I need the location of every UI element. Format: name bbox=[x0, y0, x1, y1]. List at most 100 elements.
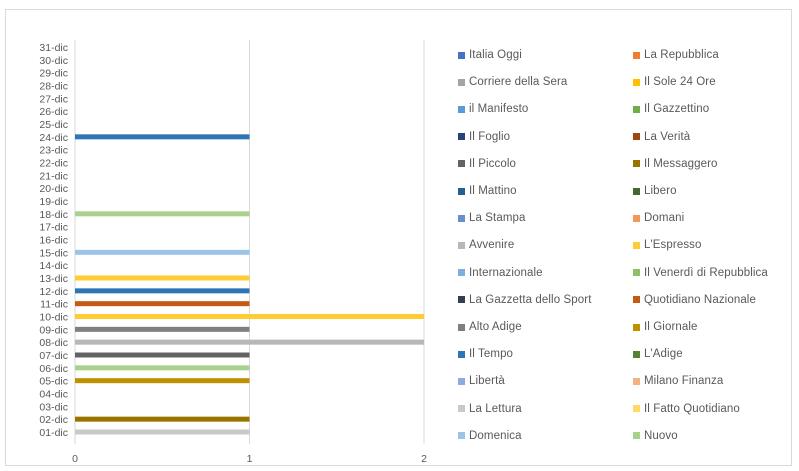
y-tick-label: 06-dic bbox=[39, 363, 68, 375]
bar-29-5 bbox=[75, 365, 250, 371]
legend-item: Il Tempo bbox=[458, 347, 513, 361]
y-tick-label: 10-dic bbox=[39, 312, 68, 324]
legend-item: Nuovo bbox=[633, 429, 678, 443]
y-tick-label: 19-dic bbox=[39, 196, 68, 208]
legend-swatch bbox=[633, 269, 640, 277]
legend-item: Libertà bbox=[458, 374, 505, 388]
legend-swatch bbox=[633, 187, 640, 195]
x-tick-label: 1 bbox=[247, 453, 253, 465]
legend-label: La Gazzetta dello Sport bbox=[469, 293, 592, 306]
legend-item: La Verità bbox=[633, 130, 690, 144]
legend-item: Il Fatto Quotidiano bbox=[633, 402, 740, 416]
legend-swatch bbox=[458, 269, 465, 277]
legend-item: Il Foglio bbox=[458, 130, 510, 144]
legend-label: L'Adige bbox=[644, 348, 683, 361]
bar-8-6 bbox=[75, 352, 250, 358]
legend-swatch bbox=[633, 133, 640, 141]
y-tick-label: 05-dic bbox=[39, 376, 68, 388]
y-tick-label: 02-dic bbox=[39, 414, 68, 426]
legend-item: Il Venerdì di Repubblica bbox=[633, 266, 768, 280]
legend-swatch bbox=[633, 160, 640, 168]
legend-label: La Lettura bbox=[469, 402, 522, 415]
legend-label: Domani bbox=[644, 212, 685, 225]
legend-label: Il Sole 24 Ore bbox=[644, 76, 716, 89]
y-tick-label: 21-dic bbox=[39, 170, 68, 182]
legend-swatch bbox=[458, 350, 465, 358]
legend-label: La Verità bbox=[644, 130, 691, 143]
legend-item: Il Sole 24 Ore bbox=[633, 75, 716, 89]
legend-swatch bbox=[458, 187, 465, 195]
legend-item: Quotidiano Nazionale bbox=[633, 293, 756, 307]
legend-item: Domani bbox=[633, 211, 684, 225]
legend-label: Corriere della Sera bbox=[469, 76, 568, 89]
legend-swatch bbox=[633, 432, 640, 440]
legend-label: Alto Adige bbox=[469, 321, 522, 333]
y-tick-label: 12-dic bbox=[39, 286, 68, 298]
y-tick-label: 14-dic bbox=[39, 260, 68, 272]
y-tick-label: 25-dic bbox=[39, 119, 68, 131]
y-tick-label: 17-dic bbox=[39, 222, 68, 234]
legend-label: Il Fatto Quotidiano bbox=[644, 402, 740, 415]
bar-22-11 bbox=[75, 288, 250, 294]
legend-swatch bbox=[458, 105, 465, 113]
bar-15-9 bbox=[75, 314, 424, 319]
y-tick-label: 23-dic bbox=[39, 145, 68, 157]
y-tick-label: 24-dic bbox=[39, 132, 68, 144]
bar-21-4 bbox=[75, 378, 250, 384]
legend-swatch bbox=[633, 241, 640, 249]
bar-15-12 bbox=[75, 275, 250, 281]
legend-swatch bbox=[458, 432, 465, 440]
legend-label: Il Foglio bbox=[469, 130, 511, 143]
legend-label: Libero bbox=[644, 185, 677, 197]
legend-label: Quotidiano Nazionale bbox=[644, 293, 756, 306]
bar-9-1 bbox=[75, 416, 250, 422]
legend-swatch bbox=[633, 350, 640, 358]
y-tick-label: 28-dic bbox=[39, 81, 68, 93]
legend-item: Il Gazzettino bbox=[633, 102, 709, 116]
legend-item: Il Messaggero bbox=[633, 157, 718, 171]
y-tick-label: 22-dic bbox=[39, 158, 68, 170]
legend-item: Il Piccolo bbox=[458, 157, 516, 171]
legend-item: Avvenire bbox=[458, 238, 514, 252]
legend-item: L'Adige bbox=[633, 347, 683, 361]
y-tick-label: 04-dic bbox=[39, 389, 68, 401]
bar-29-17 bbox=[75, 211, 250, 217]
y-tick-label: 26-dic bbox=[39, 106, 68, 118]
bar-14-7 bbox=[75, 339, 424, 345]
legend-swatch bbox=[633, 214, 640, 222]
legend-label: La Stampa bbox=[469, 212, 526, 225]
legend: Italia Oggi La Repubblica Corriere della S… bbox=[458, 48, 788, 448]
legend-label: Il Giornale bbox=[644, 321, 698, 333]
legend-label: Il Piccolo bbox=[469, 157, 517, 170]
legend-swatch bbox=[633, 405, 640, 413]
legend-label: Il Tempo bbox=[469, 348, 514, 361]
y-tick-label: 08-dic bbox=[39, 337, 68, 349]
y-tick-label: 30-dic bbox=[39, 55, 68, 67]
legend-label: Internazionale bbox=[469, 266, 543, 279]
bar-28-14 bbox=[75, 249, 250, 255]
legend-item: La Stampa bbox=[458, 211, 526, 225]
chart-frame bbox=[5, 9, 792, 466]
legend-item: Il Giornale bbox=[633, 320, 698, 334]
bar-20-8 bbox=[75, 326, 250, 332]
legend-item: La Gazzetta dello Sport bbox=[458, 293, 591, 307]
legend-swatch bbox=[633, 105, 640, 113]
bar-19-10 bbox=[75, 301, 250, 307]
legend-swatch bbox=[633, 51, 640, 59]
legend-swatch bbox=[633, 78, 640, 86]
y-tick-label: 13-dic bbox=[39, 273, 68, 285]
legend-swatch bbox=[458, 214, 465, 222]
legend-item: L'Espresso bbox=[633, 238, 702, 252]
y-tick-label: 09-dic bbox=[39, 324, 68, 336]
legend-swatch bbox=[458, 51, 465, 59]
legend-label: L'Espresso bbox=[644, 239, 702, 252]
legend-label: il Manifesto bbox=[469, 103, 529, 116]
legend-label: Il Messaggero bbox=[644, 157, 718, 170]
bar-26-0 bbox=[75, 429, 250, 435]
legend-swatch bbox=[458, 377, 465, 385]
y-tick-label: 07-dic bbox=[39, 350, 68, 362]
legend-swatch bbox=[633, 377, 640, 385]
legend-label: Domenica bbox=[469, 429, 522, 442]
legend-label: Milano Finanza bbox=[644, 375, 724, 388]
